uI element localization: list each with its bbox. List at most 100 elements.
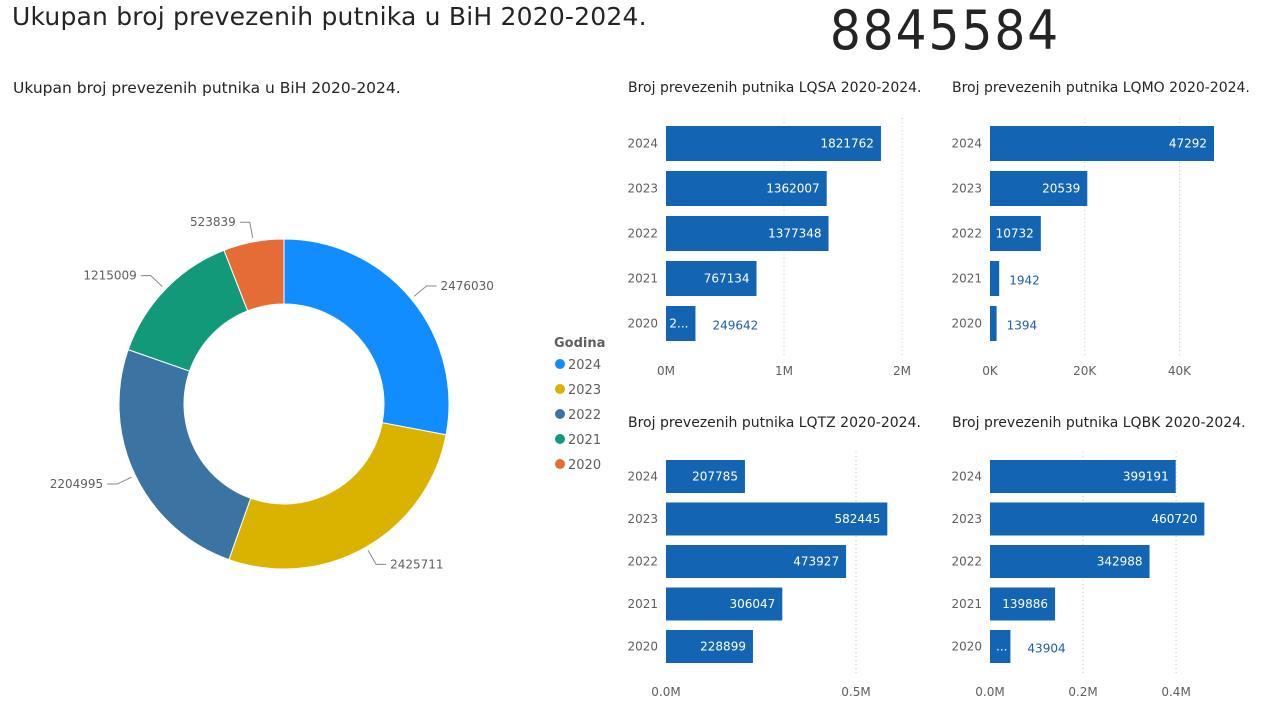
bar-data-label: 1821762 [821, 137, 874, 151]
x-tick-label: 20K [1073, 364, 1097, 378]
x-tick-label: 0K [982, 364, 999, 378]
y-category-label: 2024 [627, 470, 658, 484]
lqtz-bar-chart: 0.0M 0.5M 2024 207785 2023 582445 2022 473927 20… [627, 452, 888, 699]
donut-slice-2023 [228, 422, 447, 570]
bar-data-label-outside: 1942 [1009, 274, 1040, 288]
bar-data-label: 47292 [1169, 137, 1207, 151]
bar-data-label: 767134 [704, 272, 750, 286]
y-category-label: 2024 [951, 470, 982, 484]
donut-slice-2020 [223, 238, 285, 312]
legend-title: Godina [554, 336, 605, 351]
lqbk-chart-title: Broj prevezenih putnika LQBK 2020-2024. [952, 415, 1246, 431]
bar-data-label: 2... [669, 317, 688, 331]
lqbk-bar-chart: 0.0M 0.2M 0.4M 2024 399191 2023 460720 2022 3429… [951, 452, 1205, 699]
y-category-label: 2023 [951, 512, 982, 526]
bar [666, 502, 888, 536]
bar [990, 306, 997, 341]
donut-leader-line-2020 [239, 221, 254, 239]
bar-data-label: ... [996, 640, 1007, 654]
bar [990, 502, 1205, 536]
bar [990, 216, 1041, 251]
legend-label-2023: 2023 [568, 383, 601, 398]
y-category-label: 2022 [951, 555, 982, 569]
bar-data-label-outside: 249642 [712, 319, 758, 333]
donut-chart-title: Ukupan broj prevezenih putnika u BiH 202… [13, 79, 401, 97]
donut-leader-line-2023 [367, 550, 387, 565]
x-tick-label: 0M [657, 364, 675, 378]
bar [990, 587, 1056, 621]
lqsa-bar-chart: 0M 1M 2M 2024 1821762 2023 1362007 2022 1377348 2… [627, 118, 911, 378]
bar-data-label: 207785 [692, 470, 738, 484]
page-title: Ukupan broj prevezenih putnika u BiH 202… [12, 2, 647, 31]
bar [990, 261, 1000, 296]
legend-dot-2024 [555, 359, 565, 369]
lqsa-chart-title: Broj prevezenih putnika LQSA 2020-2024. [628, 80, 922, 96]
bar-data-label: 460720 [1152, 512, 1198, 526]
y-category-label: 2024 [627, 137, 658, 151]
legend-label-2022: 2022 [568, 408, 601, 423]
bar [990, 630, 1011, 663]
y-category-label: 2021 [951, 272, 982, 286]
bar-data-label: 139886 [1002, 597, 1048, 611]
bar-data-label-outside: 1394 [1007, 319, 1038, 333]
x-tick-label: 0.0M [975, 685, 1004, 699]
bar [666, 630, 753, 663]
donut-data-label-2023: 2425711 [390, 557, 443, 571]
bar-data-label: 582445 [835, 512, 881, 526]
y-category-label: 2024 [951, 137, 982, 151]
bar [666, 216, 829, 251]
bar-data-label: 10732 [996, 227, 1034, 241]
bar [666, 587, 783, 621]
y-category-label: 2022 [951, 227, 982, 241]
bar [990, 171, 1088, 206]
bar [666, 171, 827, 206]
donut-leader-line-2022 [107, 476, 132, 485]
lqtz-chart-title: Broj prevezenih putnika LQTZ 2020-2024. [628, 415, 921, 431]
y-category-label: 2021 [627, 272, 658, 286]
donut-chart: 2476030 2425711 2204995 1215009 523839 Godina… [50, 215, 606, 571]
kpi-total-passengers: 8845584 [829, 0, 1061, 62]
bar-data-label: 342988 [1097, 555, 1143, 569]
x-tick-label: 0.0M [651, 685, 680, 699]
x-tick-label: 2M [893, 364, 911, 378]
y-category-label: 2020 [951, 317, 982, 331]
bar-data-label-outside: 43904 [1027, 642, 1065, 656]
legend-label-2021: 2021 [568, 433, 601, 448]
x-tick-label: 0.2M [1068, 685, 1097, 699]
bar [666, 261, 757, 296]
donut-leader-line-2021 [140, 275, 163, 288]
bar-data-label: 1362007 [766, 182, 819, 196]
bar [666, 460, 745, 493]
bar-data-label: 1377348 [768, 227, 821, 241]
y-category-label: 2022 [627, 227, 658, 241]
legend-dot-2023 [555, 384, 565, 394]
y-category-label: 2020 [627, 640, 658, 654]
bar [990, 460, 1176, 493]
legend-dot-2020 [555, 459, 565, 469]
donut-data-label-2021: 1215009 [83, 269, 136, 283]
donut-slice-2021 [127, 249, 249, 372]
legend-dot-2022 [555, 409, 565, 419]
donut-slice-2024 [283, 238, 450, 436]
bar [666, 126, 881, 161]
y-category-label: 2020 [627, 317, 658, 331]
lqmo-bar-chart: 0K 20K 40K 2024 47292 2023 20539 2022 10732 2021 1… [951, 118, 1215, 378]
bar [666, 545, 847, 578]
legend-label-2020: 2020 [568, 458, 601, 473]
bar-data-label: 228899 [700, 640, 746, 654]
y-category-label: 2023 [951, 182, 982, 196]
bar-data-label: 399191 [1123, 470, 1169, 484]
x-tick-label: 0.5M [841, 685, 870, 699]
x-tick-label: 40K [1168, 364, 1192, 378]
bar [990, 126, 1215, 161]
y-category-label: 2022 [627, 555, 658, 569]
bar-data-label: 20539 [1042, 182, 1080, 196]
y-category-label: 2023 [627, 182, 658, 196]
lqmo-chart-title: Broj prevezenih putnika LQMO 2020-2024. [952, 80, 1250, 96]
donut-slice-2022 [118, 349, 252, 561]
bar-data-label: 473927 [793, 555, 839, 569]
x-tick-label: 0.4M [1161, 685, 1190, 699]
y-category-label: 2021 [951, 597, 982, 611]
donut-data-label-2020: 523839 [190, 215, 236, 229]
donut-data-label-2024: 2476030 [441, 279, 494, 293]
